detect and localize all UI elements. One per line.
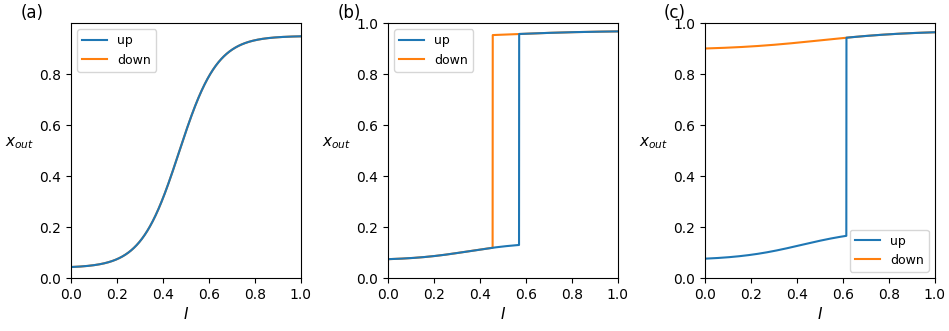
up — [612, 29, 623, 33]
Legend: up, down: up, down — [849, 229, 928, 272]
up — [295, 34, 307, 38]
X-axis label: I: I — [818, 307, 822, 322]
up — [107, 259, 119, 263]
down — [531, 31, 543, 35]
down — [741, 45, 753, 49]
down — [612, 29, 623, 33]
down — [237, 42, 249, 46]
down — [65, 265, 77, 269]
Line: up: up — [71, 36, 301, 267]
up — [741, 253, 753, 257]
Line: up: up — [705, 32, 935, 259]
up — [65, 265, 77, 269]
up — [837, 234, 848, 238]
down — [153, 206, 164, 210]
down — [295, 34, 307, 38]
down — [203, 74, 214, 78]
Y-axis label: $x_{out}$: $x_{out}$ — [6, 135, 34, 151]
up — [787, 245, 798, 249]
up — [848, 35, 860, 39]
down — [699, 46, 711, 50]
down — [888, 32, 900, 36]
up — [254, 37, 266, 41]
down — [470, 248, 481, 252]
up — [424, 255, 436, 259]
up — [888, 32, 900, 36]
up — [382, 257, 394, 261]
up — [531, 31, 543, 35]
up — [554, 30, 566, 34]
down — [571, 30, 583, 34]
down — [520, 32, 531, 36]
down — [554, 30, 566, 34]
down — [929, 30, 940, 34]
Y-axis label: $x_{out}$: $x_{out}$ — [640, 135, 668, 151]
up — [699, 257, 711, 260]
X-axis label: I: I — [184, 307, 188, 322]
up — [470, 248, 481, 252]
Legend: up, down: up, down — [395, 29, 474, 72]
up — [153, 206, 164, 210]
up — [203, 74, 214, 78]
Text: (b): (b) — [338, 4, 361, 22]
Line: down: down — [705, 32, 935, 48]
up — [214, 58, 226, 62]
up — [871, 33, 883, 37]
down — [848, 35, 860, 39]
Line: up: up — [388, 31, 618, 259]
down — [214, 58, 226, 62]
down — [254, 37, 266, 41]
up — [520, 32, 531, 36]
Line: down: down — [388, 31, 618, 259]
Text: (c): (c) — [663, 4, 686, 22]
down — [837, 36, 848, 40]
down — [871, 33, 883, 37]
down — [107, 259, 119, 263]
down — [382, 257, 394, 261]
Text: (a): (a) — [21, 4, 44, 22]
Y-axis label: $x_{out}$: $x_{out}$ — [323, 135, 351, 151]
up — [237, 42, 249, 46]
Legend: up, down: up, down — [78, 29, 157, 72]
up — [929, 30, 940, 34]
down — [424, 255, 436, 259]
up — [571, 30, 583, 34]
X-axis label: I: I — [501, 307, 505, 322]
down — [787, 41, 798, 45]
Line: down: down — [71, 36, 301, 267]
